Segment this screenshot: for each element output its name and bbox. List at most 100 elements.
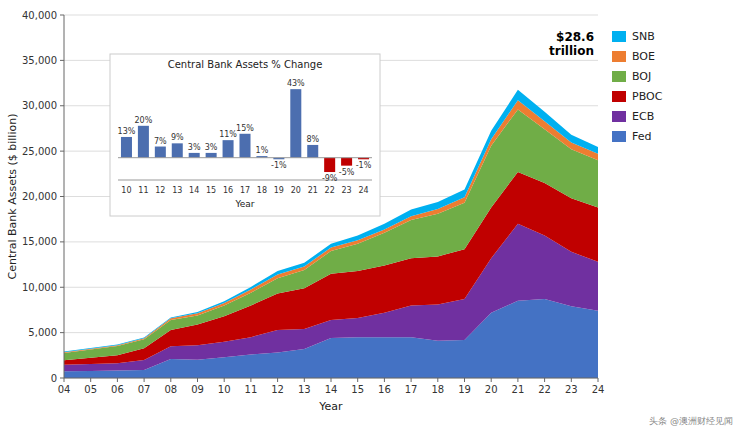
x-tick	[411, 378, 412, 382]
x-tick-label: 22	[538, 384, 551, 395]
bar	[239, 134, 250, 158]
x-tick	[170, 378, 171, 382]
x-tick	[598, 378, 599, 382]
bar	[206, 153, 217, 158]
y-tick	[60, 151, 64, 152]
axes: 05,00010,00015,00020,00025,00030,00035,0…	[22, 10, 604, 396]
y-tick	[60, 287, 64, 288]
y-tick-label: 5,000	[28, 327, 57, 338]
y-tick	[60, 60, 64, 61]
x-tick-label: 24	[592, 384, 605, 395]
y-tick	[60, 196, 64, 197]
x-tick	[277, 378, 278, 382]
inset-x-tick-label: 15	[206, 186, 216, 195]
y-tick-label: 15,000	[22, 236, 57, 247]
legend-swatch	[612, 111, 626, 122]
legend-swatch	[612, 51, 626, 62]
grid	[64, 15, 598, 378]
inset-x-tick-label: 17	[240, 186, 250, 195]
x-axis-line	[64, 378, 598, 379]
y-tick	[60, 332, 64, 333]
y-axis-label: Central Bank Assets ($ billion)	[6, 114, 19, 280]
bar	[223, 140, 234, 158]
inset-background	[110, 54, 380, 216]
y-axis-line	[64, 15, 65, 378]
x-axis-label: Year	[318, 400, 343, 413]
bar	[290, 89, 301, 158]
x-tick	[224, 378, 225, 382]
annotation: $28.6trillion	[549, 30, 594, 58]
inset-x-tick-label: 21	[308, 186, 318, 195]
data-label: -1%	[271, 161, 287, 170]
data-label: -5%	[339, 168, 355, 177]
inset-x-tick-label: 10	[121, 186, 131, 195]
x-tick-label: 08	[164, 384, 177, 395]
y-tick-label: 35,000	[22, 55, 57, 66]
x-tick	[197, 378, 198, 382]
background	[0, 0, 741, 430]
x-tick-label: 18	[431, 384, 444, 395]
x-tick	[517, 378, 518, 382]
bar	[155, 147, 166, 158]
bar	[172, 143, 183, 157]
x-tick-label: 14	[325, 384, 338, 395]
data-label: -1%	[356, 161, 372, 170]
inset-x-tick-label: 12	[155, 186, 165, 195]
y-tick-label: 10,000	[22, 282, 57, 293]
inset-x-tick-label: 18	[257, 186, 267, 195]
x-tick-label: 11	[245, 384, 258, 395]
y-tick	[60, 378, 64, 379]
data-label: 1%	[256, 146, 269, 155]
data-label: 15%	[236, 124, 254, 133]
x-tick-label: 13	[298, 384, 311, 395]
x-tick	[357, 378, 358, 382]
x-tick	[544, 378, 545, 382]
inset-x-tick-label: 19	[274, 186, 284, 195]
y-tick-label: 25,000	[22, 146, 57, 157]
legend-swatch	[612, 91, 626, 102]
legend-label: PBOC	[632, 90, 663, 103]
bar	[341, 158, 352, 166]
inset-x-tick-label: 24	[358, 186, 368, 195]
legend-label: BOJ	[632, 70, 651, 83]
x-tick-label: 09	[191, 384, 204, 395]
chart: 05,00010,00015,00020,00025,00030,00035,0…	[0, 0, 741, 430]
y-tick-label: 0	[51, 373, 57, 384]
inset-x-tick-label: 16	[223, 186, 233, 195]
x-tick	[117, 378, 118, 382]
data-label: 20%	[135, 116, 153, 125]
x-tick-label: 19	[458, 384, 471, 395]
x-tick	[331, 378, 332, 382]
bar	[189, 153, 200, 158]
x-tick-label: 15	[351, 384, 364, 395]
grid-line	[64, 378, 598, 379]
y-tick-label: 20,000	[22, 191, 57, 202]
data-label: 8%	[306, 135, 319, 144]
y-tick	[60, 241, 64, 242]
inset: Central Bank Assets % Change13%20%7%9%3%…	[110, 54, 380, 216]
x-tick-label: 16	[378, 384, 391, 395]
legend-label: BOE	[632, 50, 655, 63]
x-tick	[64, 378, 65, 382]
bar	[324, 158, 335, 172]
legend-label: Fed	[632, 130, 651, 143]
inset-x-axis-label: Year	[234, 199, 254, 209]
x-tick	[464, 378, 465, 382]
annotation-line: $28.6	[556, 30, 594, 44]
x-tick-label: 20	[485, 384, 498, 395]
x-tick	[90, 378, 91, 382]
watermark: 头条 @澳洲财经见闻	[649, 416, 733, 426]
y-tick	[60, 15, 64, 16]
inset-title: Central Bank Assets % Change	[168, 59, 323, 70]
legend-swatch	[612, 71, 626, 82]
x-tick	[491, 378, 492, 382]
annotation-line: trillion	[549, 44, 594, 58]
bar	[138, 126, 149, 158]
grid-line	[64, 15, 598, 16]
x-tick	[384, 378, 385, 382]
inset-x-tick-label: 22	[325, 186, 335, 195]
x-tick-label: 06	[111, 384, 124, 395]
x-tick-label: 21	[512, 384, 525, 395]
inset-x-tick-label: 14	[189, 186, 199, 195]
bars	[121, 89, 369, 172]
